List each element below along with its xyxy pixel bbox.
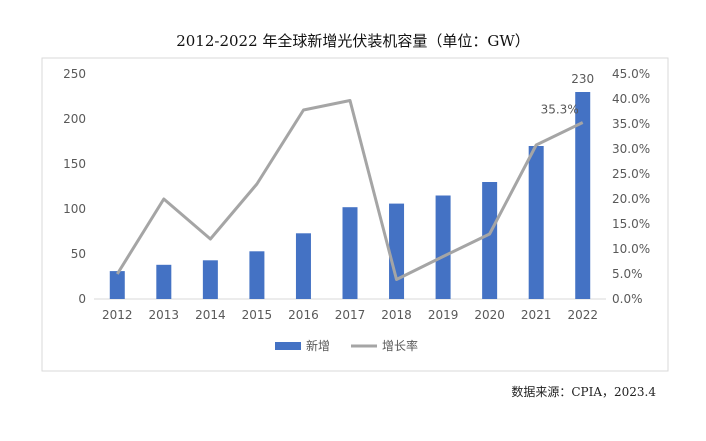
y-right-tick-label: 30.0% (612, 142, 650, 156)
y-right-tick-label: 5.0% (612, 267, 643, 281)
bar (435, 195, 451, 299)
x-tick-label: 2022 (567, 308, 598, 322)
y-left-tick-label: 150 (63, 157, 86, 171)
x-tick-label: 2018 (381, 308, 412, 322)
y-left-tick-label: 100 (63, 202, 86, 216)
legend-label: 增长率 (382, 338, 418, 353)
y-right-tick-label: 45.0% (612, 67, 650, 81)
y-right-tick-label: 40.0% (612, 92, 650, 106)
data-label: 230 (571, 72, 594, 86)
data-label: 35.3% (541, 103, 579, 117)
chart-title: 2012-2022 年全球新增光伏装机容量（单位：GW） (176, 32, 530, 50)
y-left-tick-label: 200 (63, 112, 86, 126)
chart-frame (41, 57, 669, 372)
bar (156, 264, 172, 299)
bar (342, 207, 358, 299)
y-right-tick-label: 15.0% (612, 217, 650, 231)
y-right-tick-label: 35.0% (612, 117, 650, 131)
y-left-tick-label: 250 (63, 67, 86, 81)
x-tick-label: 2015 (242, 308, 273, 322)
y-left-tick-label: 50 (71, 247, 86, 261)
x-tick-label: 2013 (149, 308, 180, 322)
x-tick-label: 2017 (335, 308, 366, 322)
x-tick-label: 2019 (428, 308, 459, 322)
y-right-tick-label: 25.0% (612, 167, 650, 181)
bar (295, 233, 311, 299)
x-tick-label: 2012 (102, 308, 133, 322)
bar (575, 92, 591, 299)
x-tick-label: 2016 (288, 308, 319, 322)
y-right-tick-label: 10.0% (612, 242, 650, 256)
bar (389, 203, 405, 299)
x-tick-label: 2014 (195, 308, 226, 322)
bar (249, 251, 265, 299)
bar (202, 260, 218, 299)
bar (482, 182, 498, 299)
y-right-tick-label: 20.0% (612, 192, 650, 206)
x-tick-label: 2021 (521, 308, 552, 322)
bar (109, 271, 125, 299)
y-right-tick-label: 0.0% (612, 292, 643, 306)
y-left-tick-label: 0 (78, 292, 86, 306)
legend-swatch-bar (275, 342, 301, 350)
x-tick-label: 2020 (474, 308, 505, 322)
bar (528, 146, 544, 299)
source-note: 数据来源：CPIA，2023.4 (511, 385, 656, 399)
legend-label: 新增 (306, 338, 330, 353)
